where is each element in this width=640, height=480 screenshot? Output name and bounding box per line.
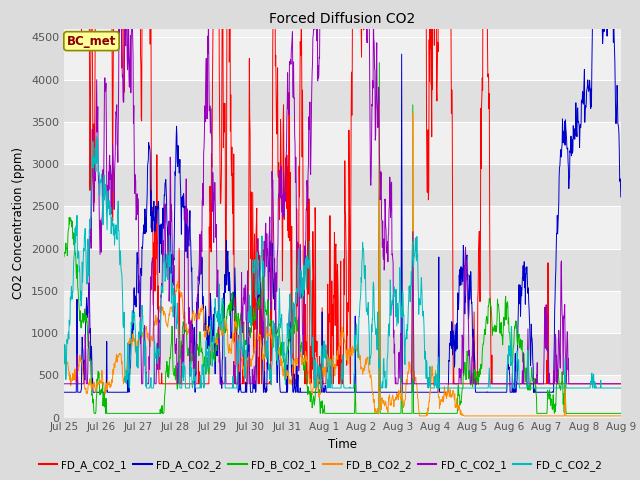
Title: Forced Diffusion CO2: Forced Diffusion CO2 xyxy=(269,12,415,26)
FD_C_CO2_2 xyxy=(60,349,68,355)
Bar xyxy=(64,80,621,122)
FD_B_CO2_1 xyxy=(318,398,326,404)
Bar xyxy=(64,375,621,418)
FD_B_CO2_2 xyxy=(308,389,316,395)
FD_B_CO2_2 xyxy=(617,413,625,419)
Bar xyxy=(64,206,621,249)
FD_C_CO2_1 xyxy=(296,242,304,248)
FD_B_CO2_1 xyxy=(104,410,111,416)
FD_B_CO2_2 xyxy=(60,341,68,347)
FD_A_CO2_2 xyxy=(617,194,625,200)
Text: BC_met: BC_met xyxy=(67,35,116,48)
FD_B_CO2_2 xyxy=(126,335,134,341)
FD_A_CO2_2 xyxy=(126,372,134,377)
Bar xyxy=(64,37,621,80)
Line: FD_B_CO2_1: FD_B_CO2_1 xyxy=(64,62,621,413)
Bar xyxy=(64,249,621,291)
FD_C_CO2_2 xyxy=(378,385,385,391)
Line: FD_A_CO2_1: FD_A_CO2_1 xyxy=(64,0,621,384)
FD_A_CO2_2 xyxy=(60,389,68,395)
FD_C_CO2_2 xyxy=(319,359,326,365)
FD_B_CO2_1 xyxy=(376,60,383,65)
FD_B_CO2_2 xyxy=(376,102,383,108)
Bar xyxy=(64,122,621,164)
X-axis label: Time: Time xyxy=(328,438,357,451)
Line: FD_C_CO2_1: FD_C_CO2_1 xyxy=(64,0,621,384)
FD_A_CO2_1 xyxy=(617,381,625,387)
FD_B_CO2_2 xyxy=(378,407,385,412)
FD_B_CO2_2 xyxy=(103,387,111,393)
FD_C_CO2_1 xyxy=(126,60,134,66)
FD_A_CO2_1 xyxy=(297,39,305,45)
FD_C_CO2_1 xyxy=(308,85,316,91)
FD_A_CO2_2 xyxy=(308,389,316,395)
FD_B_CO2_1 xyxy=(60,254,68,260)
Line: FD_A_CO2_2: FD_A_CO2_2 xyxy=(64,0,621,392)
FD_C_CO2_2 xyxy=(92,133,100,139)
FD_B_CO2_2 xyxy=(296,349,304,355)
FD_C_CO2_2 xyxy=(104,202,111,208)
FD_B_CO2_1 xyxy=(126,410,134,416)
FD_A_CO2_1 xyxy=(308,366,316,372)
FD_B_CO2_1 xyxy=(297,350,305,356)
FD_C_CO2_2 xyxy=(617,385,625,391)
Bar xyxy=(64,291,621,333)
Line: FD_C_CO2_2: FD_C_CO2_2 xyxy=(64,136,621,388)
Bar xyxy=(64,333,621,375)
Y-axis label: CO2 Concentration (ppm): CO2 Concentration (ppm) xyxy=(12,147,26,299)
FD_A_CO2_1 xyxy=(319,341,326,347)
FD_B_CO2_1 xyxy=(378,410,385,416)
FD_C_CO2_1 xyxy=(378,170,385,176)
FD_C_CO2_2 xyxy=(125,385,133,391)
FD_A_CO2_1 xyxy=(156,381,163,387)
FD_A_CO2_2 xyxy=(103,377,111,383)
Line: FD_B_CO2_2: FD_B_CO2_2 xyxy=(64,105,621,416)
FD_A_CO2_2 xyxy=(377,389,385,395)
FD_C_CO2_1 xyxy=(103,208,111,214)
FD_A_CO2_2 xyxy=(318,362,326,368)
FD_C_CO2_2 xyxy=(127,354,134,360)
FD_C_CO2_1 xyxy=(60,381,68,387)
FD_B_CO2_2 xyxy=(318,377,326,383)
Bar xyxy=(64,164,621,206)
FD_C_CO2_1 xyxy=(617,381,625,387)
FD_C_CO2_2 xyxy=(297,267,305,273)
FD_A_CO2_2 xyxy=(296,385,304,391)
FD_B_CO2_1 xyxy=(90,410,98,416)
Legend: FD_A_CO2_1, FD_A_CO2_2, FD_B_CO2_1, FD_B_CO2_2, FD_C_CO2_1, FD_C_CO2_2: FD_A_CO2_1, FD_A_CO2_2, FD_B_CO2_1, FD_B… xyxy=(35,456,605,475)
FD_C_CO2_2 xyxy=(308,353,316,359)
FD_B_CO2_1 xyxy=(617,410,625,416)
FD_B_CO2_1 xyxy=(308,405,316,411)
FD_B_CO2_2 xyxy=(415,413,423,419)
